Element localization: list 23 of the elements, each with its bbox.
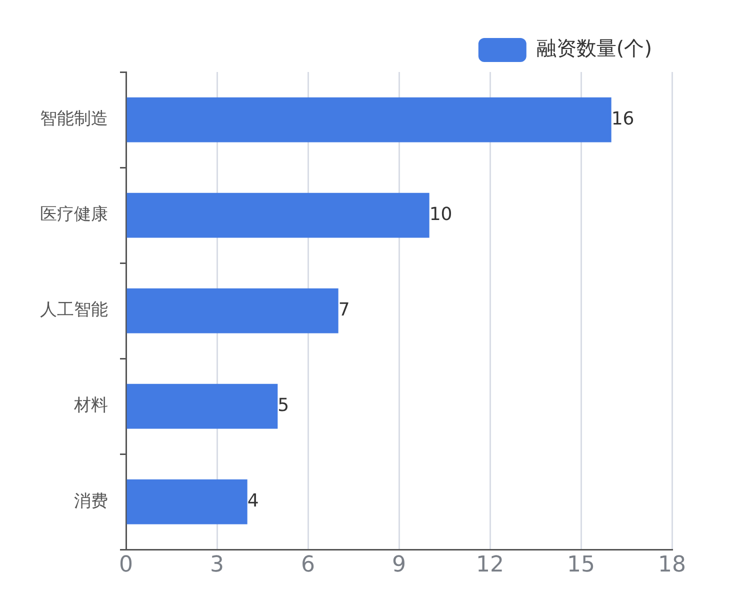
x-tick-label: 3: [210, 552, 224, 578]
data-label: 4: [247, 490, 259, 512]
x-tick-label: 18: [658, 552, 686, 578]
x-tick-label: 15: [567, 552, 595, 578]
data-label: 5: [278, 394, 290, 416]
x-tick-label: 9: [392, 552, 406, 578]
data-label: 7: [338, 299, 350, 320]
bar: [126, 479, 248, 524]
bar: [126, 192, 430, 238]
y-tick-label: 人工智能: [40, 300, 108, 320]
y-tick-label: 消费: [74, 491, 108, 512]
legend-label: 融资数量(个): [536, 36, 652, 60]
data-label: 16: [611, 108, 634, 130]
bar: [126, 97, 612, 142]
bar: [126, 288, 338, 334]
x-tick-label: 0: [119, 552, 133, 578]
y-tick-label: 材料: [73, 396, 108, 416]
y-tick-label: 智能制造: [40, 109, 108, 130]
x-tick-label: 6: [301, 552, 315, 578]
x-tick-label: 12: [476, 552, 504, 578]
data-label: 10: [429, 204, 452, 225]
bar: [126, 384, 278, 429]
y-tick-label: 医疗健康: [40, 204, 108, 225]
